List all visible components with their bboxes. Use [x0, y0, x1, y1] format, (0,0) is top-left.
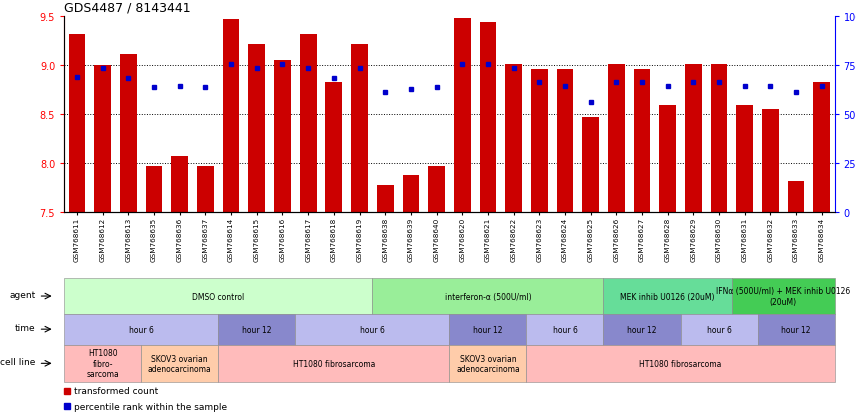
Bar	[351, 45, 368, 213]
Text: SKOV3 ovarian
adenocarcinoma: SKOV3 ovarian adenocarcinoma	[456, 354, 520, 373]
Bar	[556, 69, 574, 213]
Bar	[300, 35, 317, 213]
Text: interferon-α (500U/ml): interferon-α (500U/ml)	[444, 292, 532, 301]
Bar	[120, 55, 137, 213]
Text: percentile rank within the sample: percentile rank within the sample	[74, 402, 227, 411]
Bar	[813, 83, 830, 213]
Bar	[274, 61, 291, 213]
Bar	[377, 185, 394, 213]
Bar	[171, 157, 188, 213]
Text: hour 6: hour 6	[128, 325, 154, 334]
Text: GDS4487 / 8143441: GDS4487 / 8143441	[64, 1, 191, 14]
Text: hour 6: hour 6	[360, 325, 385, 334]
Bar	[428, 166, 445, 213]
Bar	[402, 176, 419, 213]
Bar	[68, 35, 86, 213]
Text: HT1080
fibro-
sarcoma: HT1080 fibro- sarcoma	[86, 349, 119, 378]
Bar	[94, 66, 111, 213]
Bar	[479, 24, 496, 213]
Bar	[736, 106, 753, 213]
Bar	[531, 69, 548, 213]
Bar	[248, 45, 265, 213]
Text: IFNα (500U/ml) + MEK inhib U0126
(20uM): IFNα (500U/ml) + MEK inhib U0126 (20uM)	[716, 287, 850, 306]
Bar	[223, 19, 240, 213]
Bar	[710, 64, 728, 213]
Bar	[659, 106, 676, 213]
Text: SKOV3 ovarian
adenocarcinoma: SKOV3 ovarian adenocarcinoma	[148, 354, 211, 373]
Text: hour 12: hour 12	[473, 325, 502, 334]
Text: HT1080 fibrosarcoma: HT1080 fibrosarcoma	[639, 359, 722, 368]
Bar	[505, 64, 522, 213]
Bar	[685, 64, 702, 213]
Bar	[454, 19, 471, 213]
Text: MEK inhib U0126 (20uM): MEK inhib U0126 (20uM)	[621, 292, 715, 301]
Bar	[788, 181, 805, 213]
Text: HT1080 fibrosarcoma: HT1080 fibrosarcoma	[293, 359, 375, 368]
Bar	[633, 69, 651, 213]
Bar	[762, 110, 779, 213]
Text: hour 12: hour 12	[242, 325, 271, 334]
Bar	[325, 83, 342, 213]
Text: cell line: cell line	[0, 357, 35, 366]
Text: DMSO control: DMSO control	[192, 292, 245, 301]
Text: hour 6: hour 6	[706, 325, 732, 334]
Text: hour 6: hour 6	[552, 325, 578, 334]
Bar	[582, 118, 599, 213]
Bar	[146, 166, 163, 213]
Text: time: time	[15, 323, 35, 332]
Bar	[608, 64, 625, 213]
Bar	[197, 166, 214, 213]
Text: hour 12: hour 12	[782, 325, 811, 334]
Text: transformed count: transformed count	[74, 386, 158, 395]
Text: hour 12: hour 12	[627, 325, 657, 334]
Text: agent: agent	[9, 290, 35, 299]
